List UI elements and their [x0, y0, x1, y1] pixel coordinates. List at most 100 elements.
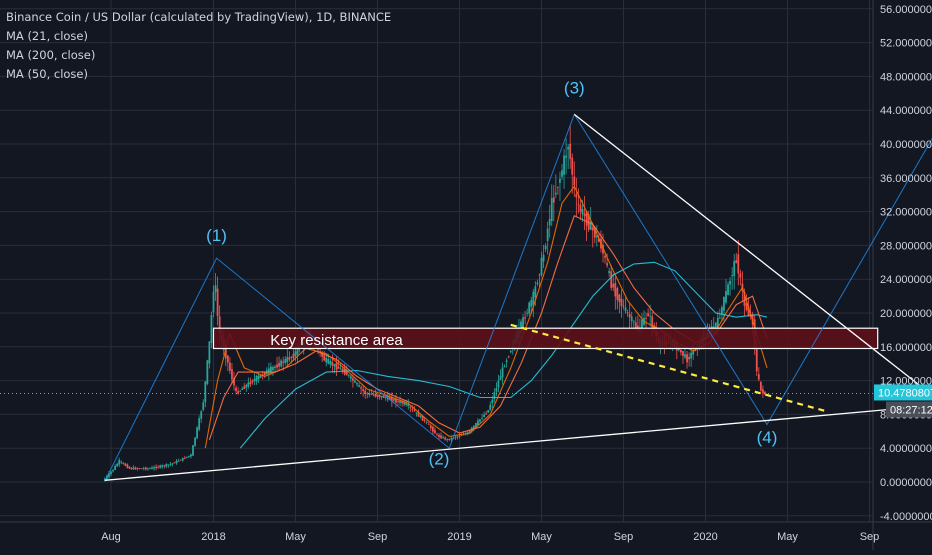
candle-body [352, 378, 354, 381]
indicator-ma21[interactable]: MA (21, close) [6, 29, 88, 43]
candle-body [585, 211, 588, 226]
candle-body [142, 468, 145, 470]
candle-body [649, 315, 652, 317]
candle-body [499, 376, 502, 381]
candle-body [624, 307, 627, 312]
time-axis[interactable]: Aug2018MaySep2019MaySep2020MaySep2021May [101, 531, 932, 543]
candle-body [196, 427, 198, 439]
candle-body [128, 466, 131, 469]
candle-body [641, 319, 643, 331]
candle-body [370, 394, 373, 396]
candle-body [284, 359, 287, 363]
candle-body [425, 421, 428, 423]
candle-body [628, 313, 631, 318]
candle-body [167, 464, 170, 466]
candle-body [278, 362, 280, 367]
candle-body [198, 418, 201, 430]
candle-body [532, 291, 535, 306]
candle-body [571, 157, 574, 175]
candle-body [472, 425, 475, 429]
candle-body [690, 352, 693, 359]
candle-body [421, 415, 424, 421]
drawings [0, 113, 932, 482]
indicator-ma200[interactable]: MA (200, close) [6, 48, 96, 62]
candle-body [179, 459, 182, 461]
candle-body [136, 468, 139, 470]
time-tick-label: May [285, 531, 306, 543]
candle-body [335, 363, 338, 370]
candle-body [171, 463, 174, 465]
candle-body [382, 395, 385, 398]
candle-body [567, 147, 570, 150]
candle-body [413, 410, 416, 412]
price-axis[interactable]: -4.00000000.00000004.00000008.000000012.… [874, 4, 932, 523]
candle-body [347, 375, 350, 376]
candle-body [503, 366, 506, 368]
candle-body [112, 469, 114, 472]
candle-body [384, 397, 387, 398]
candle-body [477, 420, 479, 425]
candle-body [192, 445, 194, 456]
candle-body [249, 381, 252, 385]
candle-body [108, 473, 110, 478]
candle-body [116, 463, 119, 467]
candle-body [606, 263, 608, 266]
candle-body [610, 271, 613, 288]
indicator-ma50[interactable]: MA (50, close) [6, 67, 88, 81]
candle-body [563, 155, 565, 175]
candle-body [388, 397, 391, 400]
candle-body [378, 394, 381, 398]
candle-body [399, 400, 401, 403]
candle-body [462, 434, 465, 436]
candle-body [411, 408, 414, 410]
candle-body [620, 298, 623, 307]
candle-body [120, 461, 123, 463]
candle-body [552, 197, 555, 203]
candle-body [153, 467, 155, 469]
candle-body [526, 312, 529, 314]
candle-body [450, 438, 453, 440]
time-tick-label: 2018 [201, 531, 225, 543]
symbol-title[interactable]: Binance Coin / US Dollar (calculated by … [6, 10, 392, 24]
candle-body [368, 393, 371, 395]
candle-body [255, 376, 258, 382]
candle-body [407, 404, 410, 407]
candle-body [436, 433, 438, 435]
candle-body [247, 382, 250, 387]
candle-body [680, 349, 682, 353]
candle-body [397, 401, 399, 403]
candle-body [366, 393, 369, 395]
candle-body [263, 372, 266, 376]
candle-body [415, 412, 418, 414]
candle-body [491, 399, 494, 404]
candle-body [427, 424, 430, 425]
candle-body [390, 396, 393, 402]
candle-timer: 08:27:12 [890, 404, 932, 416]
candle-body [149, 468, 151, 470]
candle-body [559, 178, 561, 183]
candle-body [114, 465, 116, 470]
candle-body [208, 341, 211, 364]
candle-body [339, 368, 342, 370]
wave-label-3: (3) [564, 78, 585, 97]
candle-body [159, 465, 162, 468]
candle-body [716, 317, 719, 328]
candle-body [345, 371, 348, 376]
candle-body [618, 294, 621, 302]
candle-body [144, 467, 147, 470]
candle-body [479, 419, 481, 422]
candle-body [204, 381, 207, 403]
candle-body [214, 285, 217, 293]
price-tick-label: 0.0000000 [880, 477, 932, 489]
candle-body [534, 286, 537, 298]
candle-body [458, 435, 461, 437]
candle-body [403, 402, 406, 405]
candle-body [132, 467, 135, 470]
resistance-zone [212, 327, 879, 350]
elliott-wave-path [104, 113, 932, 482]
candle-body [138, 468, 141, 469]
resistance-label: Key resistance area [270, 332, 403, 349]
